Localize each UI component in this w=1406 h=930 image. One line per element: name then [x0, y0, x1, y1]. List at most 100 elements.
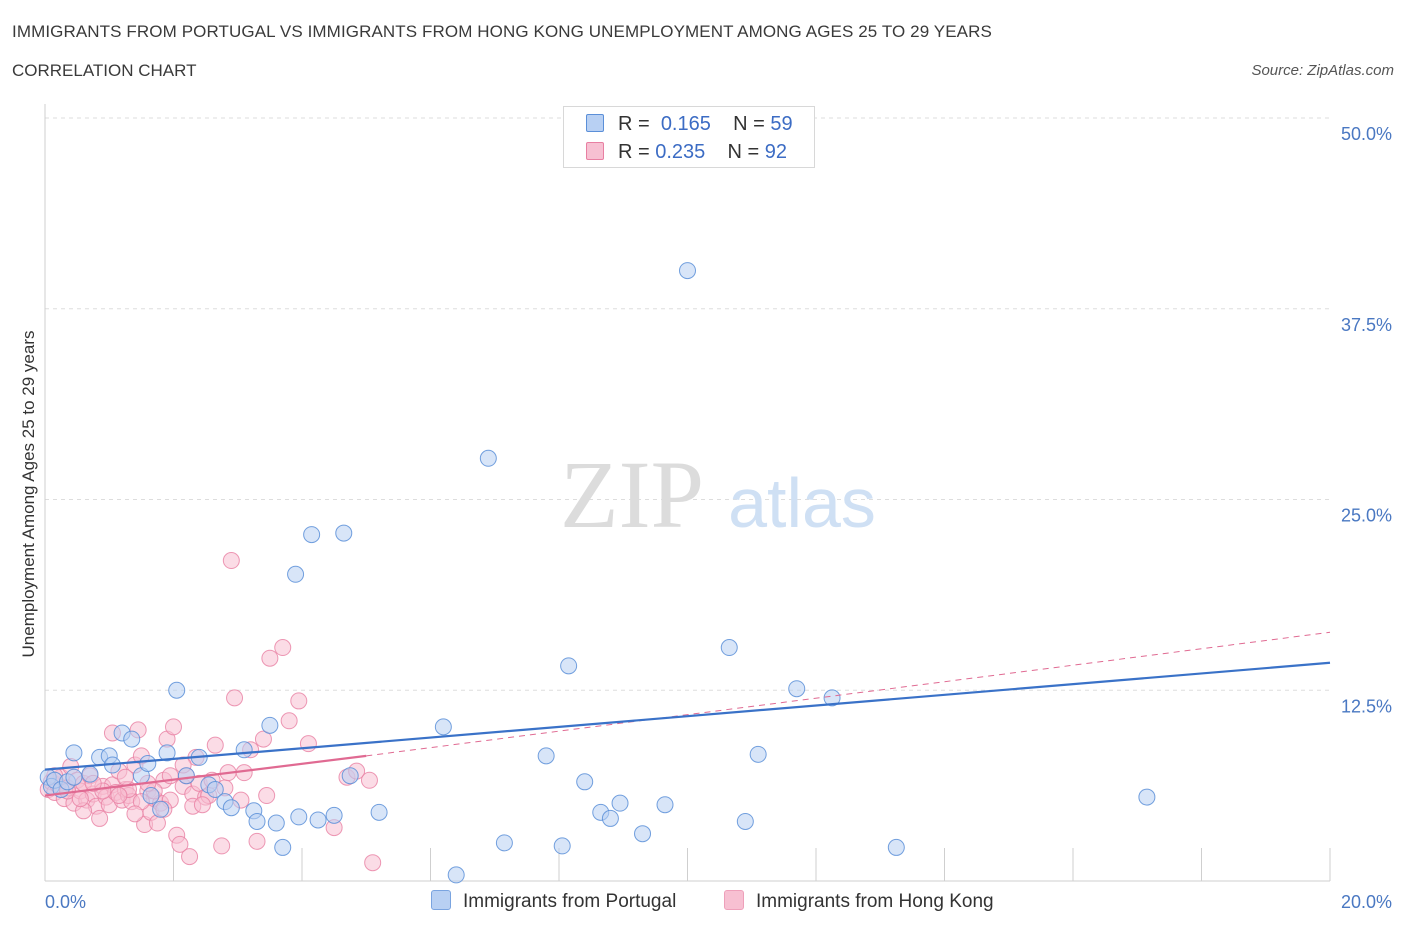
- portugal-point: [576, 773, 594, 791]
- watermark: ZIP atlas: [560, 441, 876, 548]
- hongkong-n-value: 92: [764, 141, 788, 163]
- hongkong-point: [171, 835, 189, 853]
- hongkong-trend-line: [44, 754, 367, 797]
- portugal-point: [434, 718, 452, 736]
- legend-n-label: N =: [733, 113, 765, 135]
- hongkong-point: [248, 832, 266, 850]
- hongkong-point: [222, 552, 240, 570]
- portugal-point: [679, 262, 696, 280]
- portugal-points: [39, 262, 1156, 884]
- portugal-point: [325, 806, 343, 824]
- portugal-point: [788, 680, 806, 698]
- hongkong-point: [261, 649, 279, 667]
- hongkong-point: [206, 736, 224, 754]
- portugal-point: [235, 741, 253, 759]
- y-tick-label-3: 50.0%: [1341, 124, 1392, 144]
- watermark-zip: ZIP: [560, 441, 704, 548]
- x-tick-label-max: 20.0%: [1341, 892, 1392, 912]
- portugal-legend-label: Immigrants from Portugal: [463, 891, 677, 912]
- portugal-point: [341, 767, 359, 785]
- portugal-point: [261, 716, 279, 734]
- portugal-point: [309, 811, 327, 829]
- portugal-point: [720, 639, 738, 657]
- hongkong-point: [116, 768, 134, 786]
- y-tick-label-0: 12.5%: [1341, 696, 1392, 716]
- hongkong-points: [39, 552, 382, 872]
- legend-row-hongkong: R = 0.235 N = 92: [586, 141, 787, 165]
- hongkong-trend-extension: [366, 631, 1331, 757]
- portugal-point: [303, 526, 321, 544]
- y-tick-label-1: 25.0%: [1341, 506, 1392, 526]
- y-tick-label-2: 37.5%: [1341, 315, 1392, 335]
- portugal-point: [479, 449, 497, 467]
- source-label: Source: ZipAtlas.com: [1251, 62, 1394, 79]
- portugal-point: [560, 657, 578, 675]
- portugal-n-value: 59: [770, 113, 793, 135]
- portugal-point: [142, 787, 160, 805]
- portugal-point: [290, 808, 308, 826]
- portugal-r-value: 0.165: [660, 113, 711, 135]
- hongkong-point: [360, 771, 378, 789]
- portugal-point: [537, 747, 555, 765]
- hongkong-point: [110, 787, 128, 805]
- chart-title: IMMIGRANTS FROM PORTUGAL VS IMMIGRANTS F…: [12, 22, 992, 41]
- portugal-point: [335, 524, 353, 542]
- hongkong-point: [258, 787, 276, 805]
- portugal-point: [287, 565, 305, 583]
- portugal-point: [553, 837, 571, 855]
- chart-subtitle: CORRELATION CHART: [12, 61, 197, 80]
- portugal-point: [823, 689, 841, 707]
- portugal-point: [139, 754, 157, 772]
- x-tick-label-min: 0.0%: [45, 892, 86, 912]
- portugal-point: [158, 744, 176, 762]
- y-axis-title: Unemployment Among Ages 25 to 29 years: [19, 331, 38, 658]
- hongkong-point: [213, 837, 231, 855]
- bottom-legend-hongkong: Immigrants from Hong Kong: [724, 890, 994, 913]
- hongkong-point: [181, 848, 199, 866]
- legend-r-label: R =: [618, 113, 650, 135]
- portugal-point: [123, 730, 141, 748]
- watermark-atlas: atlas: [728, 464, 876, 542]
- portugal-point: [267, 814, 285, 832]
- portugal-point: [177, 767, 195, 785]
- legend-r-label: R =: [618, 141, 650, 163]
- hongkong-r-value: 0.235: [655, 141, 706, 163]
- portugal-point: [495, 834, 513, 852]
- hongkong-point: [226, 689, 244, 707]
- hongkong-point: [364, 854, 382, 872]
- portugal-point: [222, 799, 240, 817]
- portugal-point: [65, 768, 83, 786]
- hongkong-point: [126, 805, 144, 823]
- portugal-trend-line: [44, 661, 1331, 771]
- portugal-legend-swatch: [431, 890, 451, 910]
- trend-lines: [44, 631, 1331, 797]
- portugal-point: [611, 794, 629, 812]
- portugal-point: [274, 838, 292, 856]
- hongkong-swatch: [586, 142, 604, 160]
- hongkong-point: [71, 790, 89, 808]
- portugal-point: [370, 803, 388, 821]
- portugal-point: [65, 744, 83, 762]
- hongkong-point: [290, 692, 308, 710]
- portugal-point: [634, 825, 652, 843]
- portugal-point: [152, 800, 170, 818]
- portugal-point: [206, 780, 224, 798]
- tick-labels: 12.5% 25.0% 37.5% 50.0% 0.0% 20.0%: [45, 124, 1392, 912]
- portugal-point: [447, 866, 465, 884]
- hongkong-point: [91, 809, 109, 827]
- portugal-point: [1138, 788, 1156, 806]
- correlation-legend: R = 0.165 N = 59 R = 0.235 N = 92: [563, 106, 815, 168]
- hongkong-point: [254, 730, 272, 748]
- axes: [44, 104, 1331, 882]
- hongkong-legend-swatch: [724, 890, 744, 910]
- hongkong-point: [280, 712, 298, 730]
- portugal-point: [749, 745, 767, 763]
- hongkong-point: [193, 796, 211, 814]
- portugal-point: [248, 812, 266, 830]
- portugal-point: [168, 681, 186, 699]
- legend-n-label: N =: [727, 141, 760, 163]
- portugal-swatch: [586, 114, 604, 132]
- hongkong-point: [165, 718, 182, 736]
- hongkong-point: [274, 639, 292, 657]
